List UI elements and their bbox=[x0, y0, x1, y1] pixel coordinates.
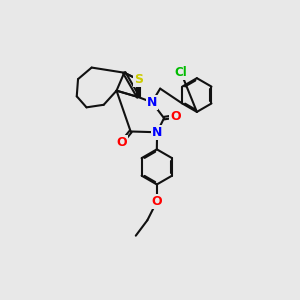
Text: O: O bbox=[170, 110, 181, 123]
Text: O: O bbox=[152, 195, 162, 208]
Text: S: S bbox=[134, 73, 143, 86]
Text: N: N bbox=[152, 126, 162, 139]
Text: Cl: Cl bbox=[175, 66, 187, 79]
Text: O: O bbox=[116, 136, 127, 149]
Text: N: N bbox=[147, 96, 157, 109]
